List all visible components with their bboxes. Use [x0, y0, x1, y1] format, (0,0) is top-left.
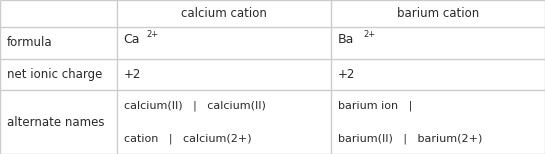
Text: +2: +2 — [124, 68, 141, 81]
Text: 2+: 2+ — [147, 30, 159, 39]
Text: calcium cation: calcium cation — [181, 7, 267, 20]
Text: +2: +2 — [338, 68, 355, 81]
Text: cation   |   calcium(2+): cation | calcium(2+) — [124, 133, 251, 144]
Text: net ionic charge: net ionic charge — [7, 68, 102, 81]
Text: calcium(II)   |   calcium(II): calcium(II) | calcium(II) — [124, 100, 265, 111]
Text: Ba: Ba — [338, 33, 354, 46]
Text: formula: formula — [7, 36, 52, 49]
Text: 2+: 2+ — [364, 30, 376, 39]
Text: alternate names: alternate names — [7, 116, 104, 129]
Text: barium ion   |: barium ion | — [338, 100, 412, 111]
Text: barium(II)   |   barium(2+): barium(II) | barium(2+) — [338, 133, 482, 144]
Text: Ca: Ca — [124, 33, 140, 46]
Text: barium cation: barium cation — [397, 7, 479, 20]
